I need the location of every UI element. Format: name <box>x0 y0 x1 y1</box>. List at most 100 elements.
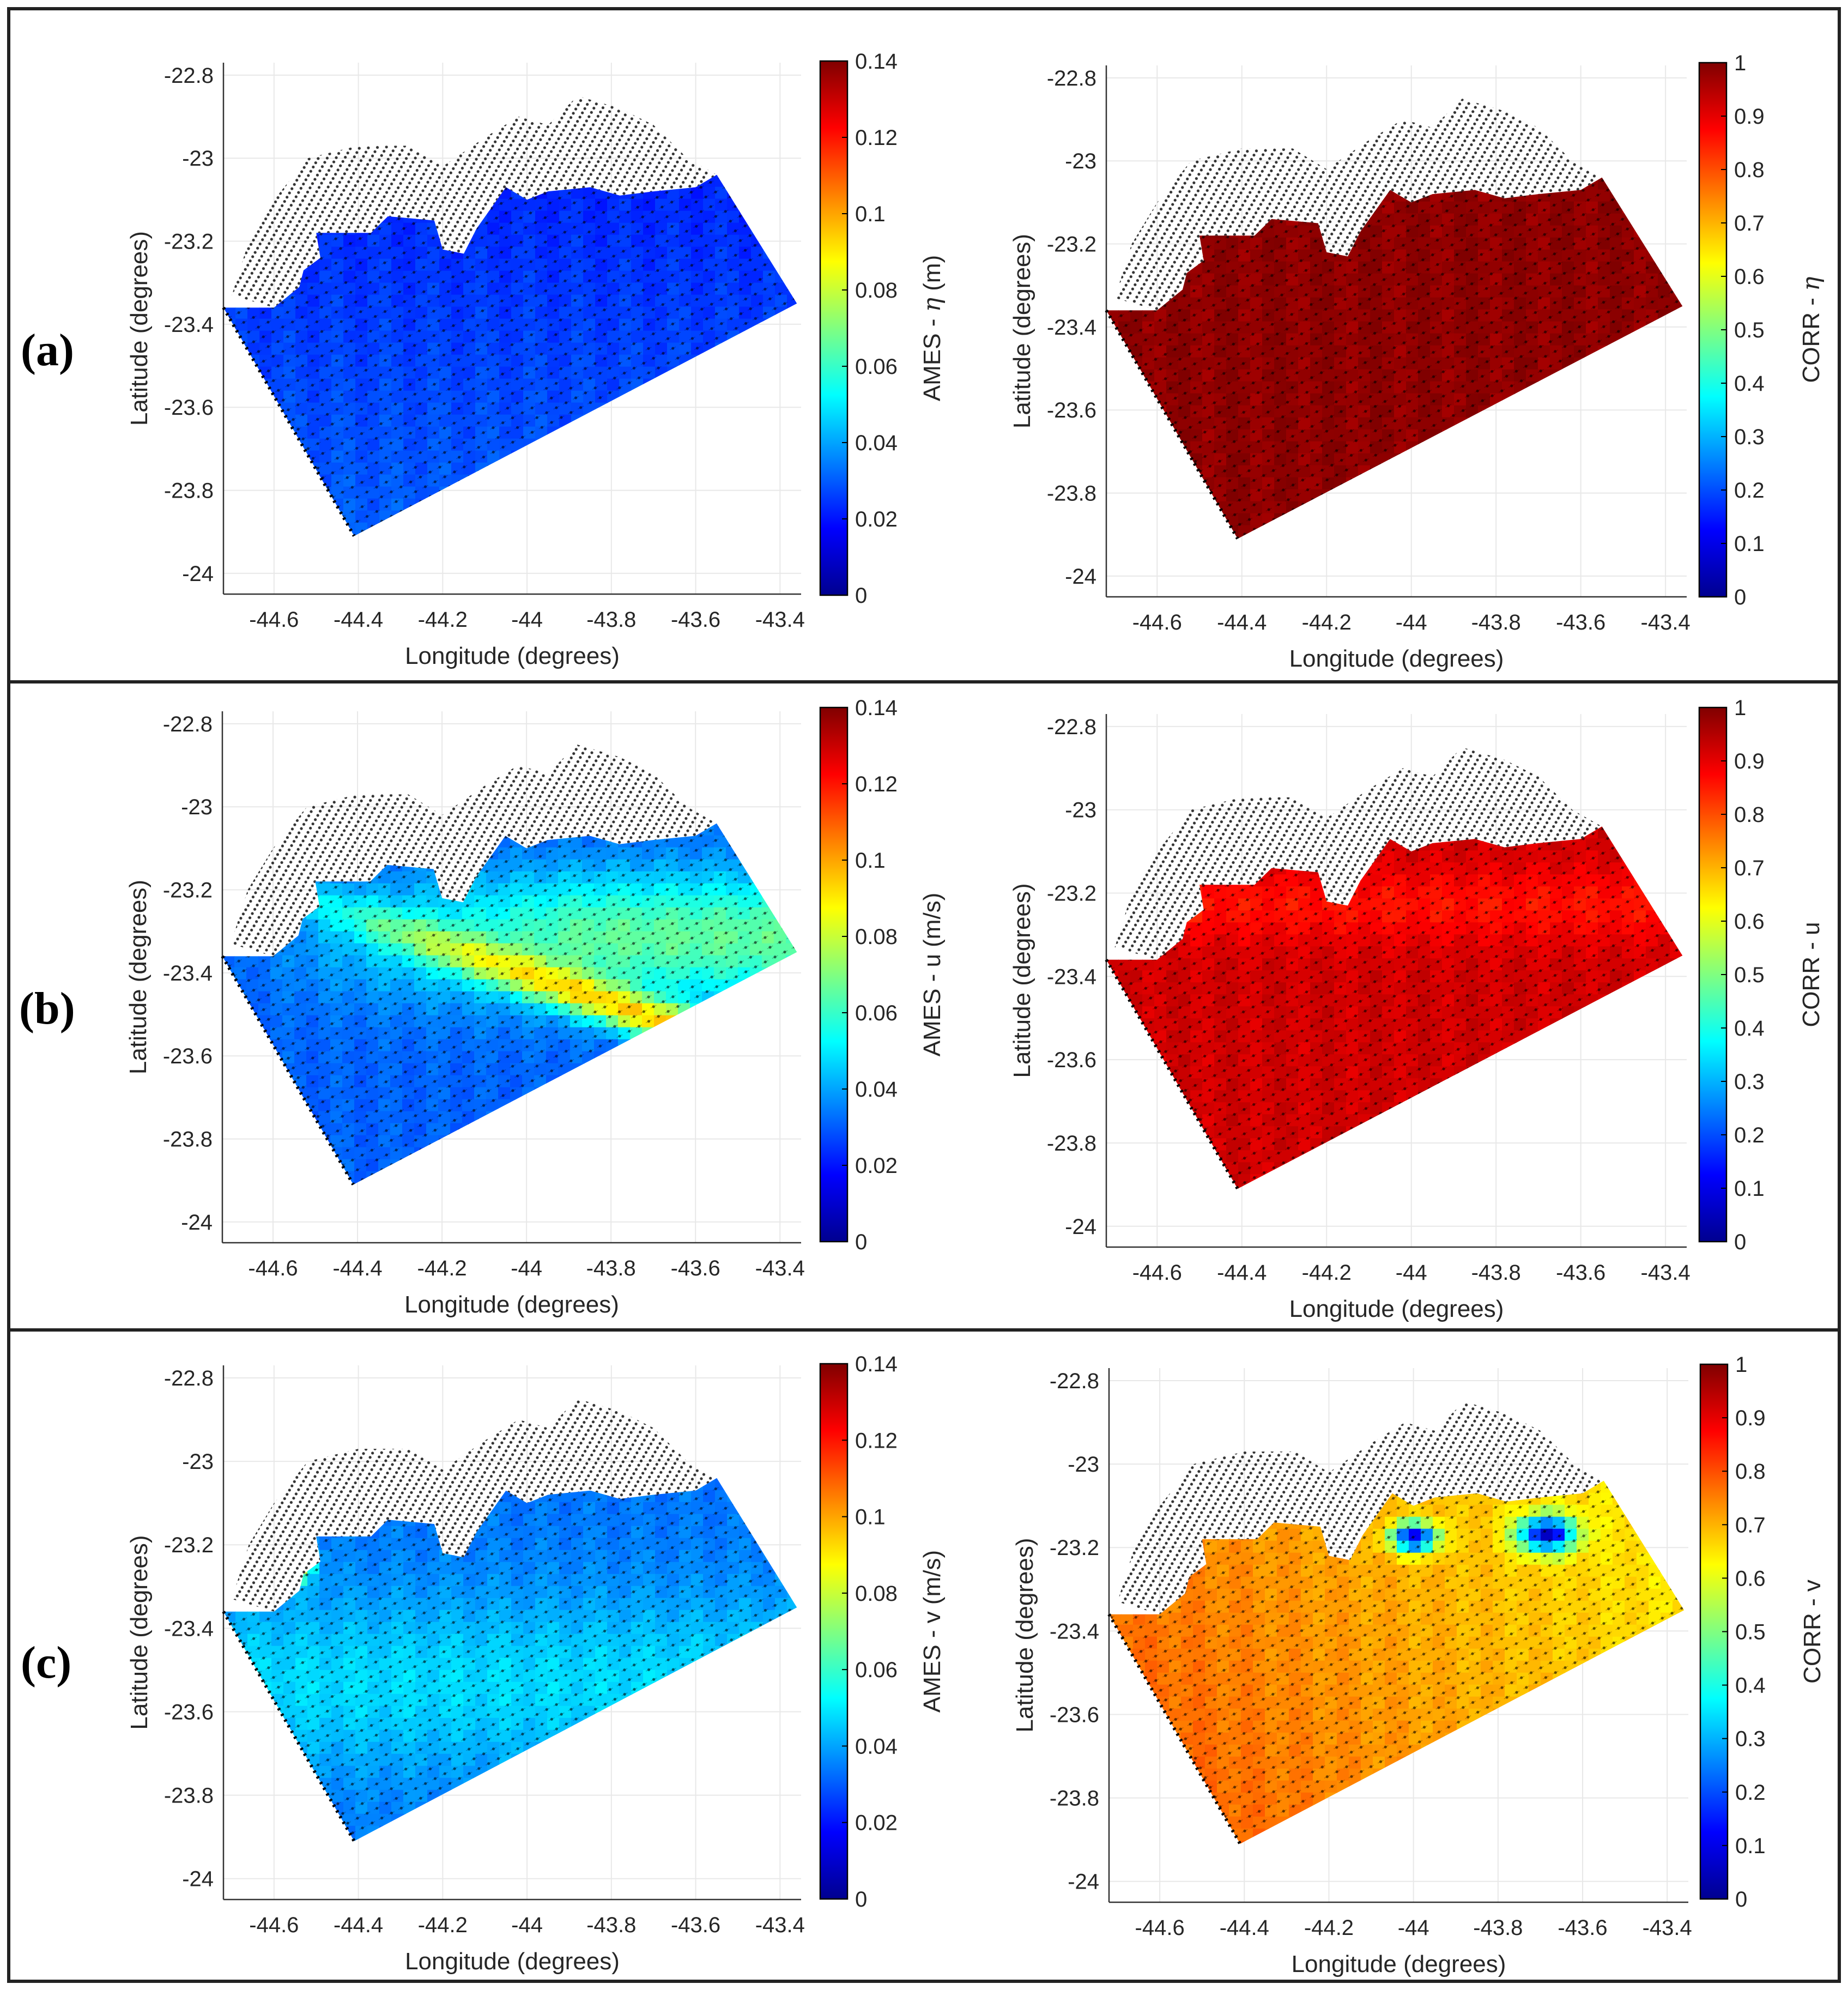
heatmap-cell <box>559 450 572 463</box>
heatmap-cell <box>558 1087 571 1100</box>
heatmap-cell <box>630 1063 643 1076</box>
heatmap-cell <box>1130 429 1143 442</box>
heatmap-cell <box>247 474 260 487</box>
heatmap-cell <box>606 1051 619 1064</box>
heatmap-cell <box>1118 477 1131 490</box>
heatmap-cell <box>1514 405 1526 418</box>
heatmap-cell <box>1154 489 1167 502</box>
heatmap-cell <box>690 1111 702 1124</box>
heatmap-cell <box>475 510 488 523</box>
heatmap-cell <box>571 510 584 523</box>
heatmap-cell <box>246 823 259 836</box>
heatmap-cell <box>787 198 797 211</box>
heatmap-cell <box>427 498 440 511</box>
heatmap-cell <box>1394 477 1407 490</box>
heatmap-cell <box>714 1123 726 1136</box>
heatmap-cell <box>727 534 740 536</box>
heatmap-cell <box>786 1027 797 1040</box>
heatmap-cell <box>751 330 764 343</box>
heatmap-cell <box>726 1075 738 1088</box>
heatmap-cell <box>378 1183 391 1185</box>
heatmap-cell <box>618 1111 631 1124</box>
heatmap-cell <box>738 1051 750 1064</box>
heatmap-cell <box>1634 213 1646 226</box>
heatmap-cell <box>234 1087 247 1100</box>
heatmap-cell <box>282 1099 295 1112</box>
heatmap-cell <box>751 402 764 415</box>
heatmap-cell <box>1562 369 1574 382</box>
heatmap-cell <box>1682 513 1683 526</box>
x-tick-label: -43.4 <box>1641 1261 1691 1285</box>
heatmap-cell <box>715 426 728 439</box>
heatmap-cell <box>1622 525 1634 538</box>
heatmap-cell <box>535 450 548 463</box>
heatmap-cell <box>1418 501 1431 514</box>
heatmap-cell <box>474 1159 487 1172</box>
heatmap-cell <box>606 1123 619 1136</box>
heatmap-cell <box>403 534 416 536</box>
heatmap-cell <box>679 366 692 379</box>
heatmap-cell <box>1118 850 1131 863</box>
heatmap-cell <box>1598 429 1610 442</box>
heatmap-cell <box>1634 489 1646 502</box>
heatmap-cell <box>1118 429 1131 442</box>
heatmap-cell <box>283 510 296 523</box>
heatmap-cell <box>1466 465 1479 478</box>
y-tick-label: -23.4 <box>163 961 213 985</box>
heatmap-cell <box>1622 417 1634 430</box>
heatmap-cell <box>582 1087 595 1100</box>
heatmap-cell <box>1358 537 1371 539</box>
heatmap-cell <box>294 1123 307 1136</box>
heatmap-cell <box>715 474 728 487</box>
heatmap-cell <box>1454 525 1467 538</box>
heatmap-cell <box>1670 537 1682 539</box>
heatmap-cell <box>247 402 260 415</box>
y-tick-label: -23.6 <box>164 396 214 420</box>
heatmap-cell <box>702 1039 714 1052</box>
heatmap-cell <box>414 1159 427 1172</box>
heatmap-cell <box>762 1111 774 1124</box>
heatmap-cell <box>1526 501 1538 514</box>
heatmap-cell <box>558 1123 571 1136</box>
heatmap-cell <box>439 534 452 536</box>
heatmap-cell <box>222 1063 235 1076</box>
heatmap-cell <box>763 174 775 187</box>
heatmap-cell <box>1346 513 1359 526</box>
heatmap-cell <box>655 498 668 511</box>
heatmap-cell <box>642 1135 655 1148</box>
heatmap-cell <box>271 462 284 475</box>
heatmap-cell <box>1682 453 1683 466</box>
heatmap-cell <box>631 486 644 499</box>
heatmap-cell <box>559 426 572 439</box>
heatmap-cell <box>619 450 632 463</box>
heatmap-cell <box>775 210 787 223</box>
heatmap-cell <box>787 318 797 331</box>
heatmap-cell <box>678 1063 690 1076</box>
heatmap-cell <box>1394 525 1407 538</box>
heatmap-cell <box>787 246 797 259</box>
heatmap-cell <box>1106 838 1119 851</box>
heatmap-cell <box>558 1147 571 1160</box>
heatmap-cell <box>1658 201 1670 214</box>
heatmap-cell <box>690 1135 702 1148</box>
colorbar-label: CORR - η <box>1797 276 1825 383</box>
heatmap-cell <box>702 1171 714 1184</box>
heatmap-cell <box>787 258 797 271</box>
heatmap-cell <box>1658 513 1670 526</box>
heatmap-cell <box>642 1171 655 1184</box>
heatmap-cell <box>690 1183 702 1185</box>
heatmap-cell <box>1346 525 1359 538</box>
heatmap-cell <box>1682 417 1683 430</box>
heatmap-cell <box>691 474 704 487</box>
x-tick-label: -43.4 <box>1641 610 1691 634</box>
heatmap-cell <box>1166 489 1179 502</box>
y-tick-label: -23 <box>182 147 214 171</box>
heatmap-cell <box>582 1063 595 1076</box>
heatmap-cell <box>1370 537 1383 539</box>
heatmap-cell <box>1106 850 1119 863</box>
heatmap-cell <box>738 1087 750 1100</box>
heatmap-cell <box>595 486 608 499</box>
heatmap-cell <box>511 498 524 511</box>
heatmap-cell <box>1418 453 1431 466</box>
heatmap-cell <box>319 510 332 523</box>
